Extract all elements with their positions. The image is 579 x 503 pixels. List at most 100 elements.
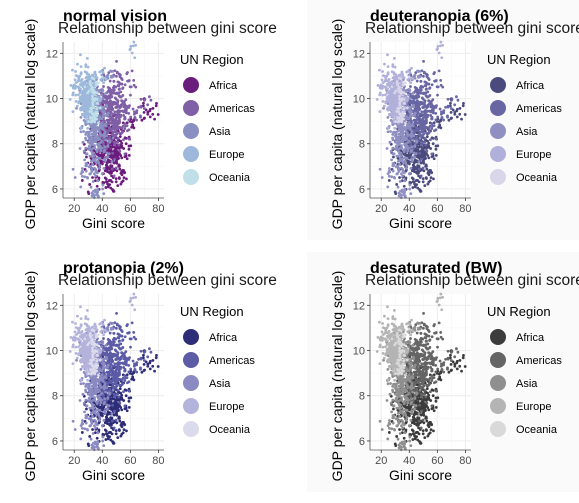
data-point [91,432,95,435]
data-point [101,439,105,443]
data-point [79,382,83,386]
data-point [142,117,146,120]
data-point [400,72,404,76]
data-point [74,99,78,103]
data-point [107,126,111,130]
data-point [90,147,93,151]
data-point [115,323,119,327]
data-point [410,130,414,134]
data-point [103,409,107,413]
data-point [148,95,151,99]
data-point [91,103,95,107]
data-point [404,137,408,141]
data-point [101,367,105,371]
data-point [94,422,98,425]
data-point [400,193,403,197]
data-point [403,190,407,194]
data-point [124,124,128,128]
data-point [112,392,116,396]
data-point [115,102,119,106]
data-point [422,59,425,63]
data-point [108,339,111,342]
data-point [120,82,124,86]
data-point [117,339,121,343]
data-point [408,187,412,191]
data-point [90,446,94,450]
data-point [427,156,431,160]
data-point [89,437,93,441]
data-point [101,435,105,439]
data-point [403,179,407,183]
data-point [112,140,116,144]
data-point [403,156,407,160]
data-point [396,172,399,175]
data-point [110,412,114,416]
data-point [397,194,401,198]
data-point [80,174,84,178]
data-point [123,374,127,378]
data-point [116,156,120,160]
data-point [91,415,95,418]
data-point [79,378,83,382]
legend-key-americas [183,100,199,116]
data-point [142,98,146,102]
data-point [399,106,403,110]
data-point [386,53,389,57]
data-point [423,140,427,144]
data-point [100,378,103,382]
data-point [132,371,136,375]
data-point [427,146,431,149]
data-point [110,180,114,184]
data-point [424,109,427,112]
data-point [453,112,457,116]
data-point [87,116,90,120]
data-point [421,166,425,170]
data-point [434,106,438,109]
data-point [89,420,93,423]
data-point [100,75,104,79]
data-point [84,384,88,388]
data-point [405,132,409,136]
data-point [117,118,121,122]
data-point [390,70,394,74]
data-point [84,76,88,80]
data-point [463,113,467,116]
data-point [416,116,420,120]
data-point [411,113,415,117]
data-point [92,106,96,110]
data-point [90,191,94,195]
data-point [116,184,120,188]
data-point [96,411,100,415]
data-point [139,366,142,370]
data-point [80,107,84,111]
data-point [428,87,431,90]
data-point [402,91,406,95]
data-point [88,80,92,83]
data-point [127,358,131,361]
data-point [426,76,430,80]
data-point [406,97,409,101]
data-point [438,124,442,128]
data-point [111,136,115,140]
data-point [78,147,82,150]
data-point [400,144,403,147]
data-point [93,72,97,76]
data-point [123,155,127,159]
data-point [430,115,434,119]
data-point [84,132,88,136]
data-point [116,115,120,119]
data-point [95,76,99,80]
data-point [123,136,127,140]
data-point [422,71,426,75]
data-point [102,375,106,379]
data-point [103,397,107,401]
legend-key-oceania [183,169,199,185]
data-point [420,145,423,149]
data-point [401,83,405,87]
data-point [120,383,124,387]
data-point [407,110,411,113]
data-point [106,422,109,425]
data-point [105,164,109,168]
data-point [99,113,102,117]
data-point [129,93,132,97]
